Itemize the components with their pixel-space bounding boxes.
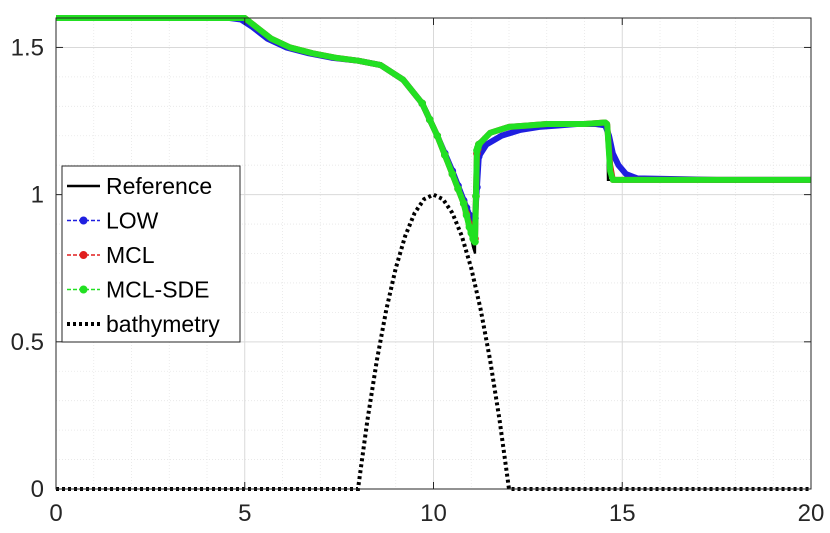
- legend-marker: [79, 251, 88, 259]
- legend-entry-reference: Reference: [67, 173, 212, 199]
- legend: Reference LOW MCL MCL-SDE bathymetry: [61, 165, 241, 343]
- legend-label: bathymetry: [106, 311, 220, 337]
- legend-box: [61, 165, 241, 343]
- mcl-sde-marker: [472, 192, 480, 200]
- mcl-sde-marker: [470, 236, 478, 245]
- y-tick-label: 1: [31, 182, 44, 209]
- minor-grid: [56, 17, 811, 489]
- x-tick-label: 15: [609, 500, 636, 527]
- x-tick-label: 0: [49, 500, 62, 527]
- legend-marker: [79, 285, 88, 294]
- x-tick-label: 20: [798, 500, 825, 527]
- y-tick-label: 0: [31, 476, 44, 503]
- y-tick-label: 0.5: [11, 329, 44, 356]
- legend-label: Reference: [106, 173, 212, 199]
- x-tick-label: 5: [238, 500, 251, 527]
- bathymetry-line: [56, 192, 811, 491]
- y-tick-label: 1.5: [11, 34, 44, 61]
- legend-label: MCL: [106, 242, 155, 268]
- legend-label: MCL-SDE: [106, 277, 210, 303]
- mcl-sde-marker: [462, 211, 471, 220]
- mcl-sde-marker: [433, 131, 442, 140]
- mcl-sde-marker: [459, 199, 468, 208]
- legend-label: LOW: [106, 208, 159, 234]
- mcl-sde-marker: [448, 170, 457, 178]
- legend-entry-mcl: MCL: [67, 242, 155, 268]
- series-layer: [56, 15, 811, 491]
- mcl-sde-marker: [474, 140, 483, 149]
- mcl-sde-marker: [441, 151, 449, 159]
- mcl-sde-marker: [418, 99, 426, 108]
- mcl-sde-marker: [425, 115, 434, 124]
- legend-entry-mcl-sde: MCL-SDE: [67, 277, 210, 303]
- legend-entry-low: LOW: [67, 208, 159, 234]
- mcl-sde-marker: [471, 237, 479, 246]
- mcl-sde-markers: [418, 99, 483, 246]
- legend-entry-bathymetry: bathymetry: [67, 311, 220, 337]
- legend-marker: [79, 216, 88, 225]
- mcl-sde-marker: [454, 184, 462, 193]
- tick-labels: 0 5 10 15 20 0 0.5 1 1.5: [11, 34, 825, 527]
- x-tick-label: 10: [420, 500, 447, 527]
